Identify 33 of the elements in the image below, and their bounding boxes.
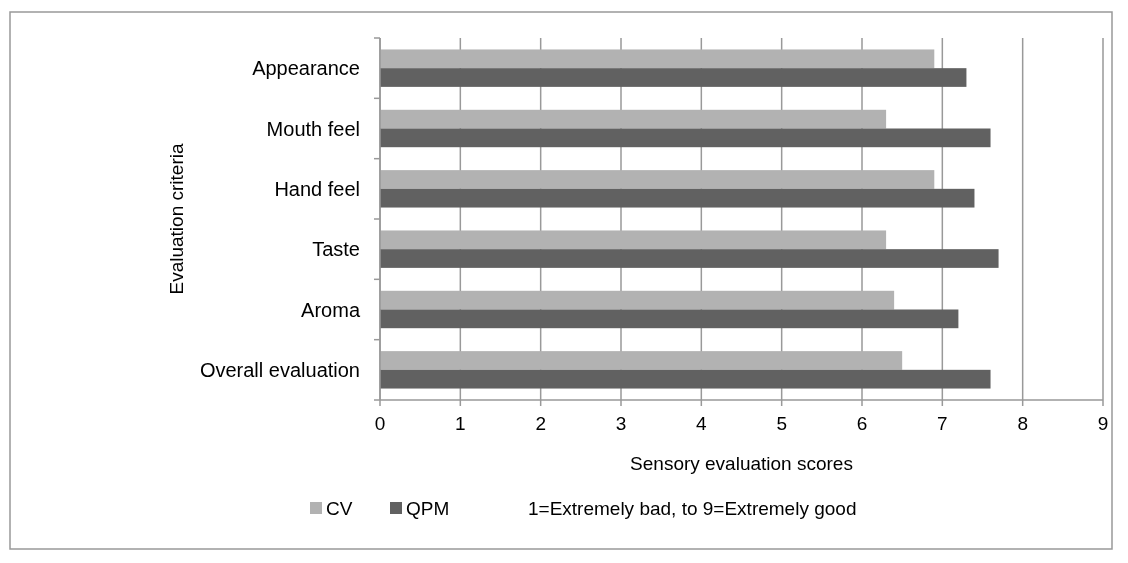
x-tick-label: 0: [374, 413, 386, 434]
x-tick-label: 6: [856, 413, 868, 434]
bar: [380, 49, 935, 69]
bar: [380, 290, 895, 310]
x-tick-label: 9: [1097, 413, 1109, 434]
bar: [380, 309, 959, 329]
y-tick-label: Aroma: [301, 298, 361, 321]
bar: [380, 230, 887, 250]
x-tick-label: 7: [937, 413, 948, 434]
bar: [380, 369, 991, 389]
text: 1=Extremely bad, to 9=Extremely good: [528, 498, 857, 519]
y-tick-label: Mouth feel: [266, 117, 360, 140]
x-tick-label: 4: [696, 413, 708, 434]
x-tick-label: 1: [455, 413, 466, 434]
legend-label: CV: [326, 498, 353, 519]
bar: [380, 249, 999, 268]
x-tick-label: 5: [776, 413, 787, 434]
x-tick-label: 3: [615, 413, 627, 434]
y-axis-title: Evaluation criteria: [166, 143, 187, 295]
y-tick-label: Taste: [312, 238, 360, 261]
y-tick-label: Overall evaluation: [199, 358, 360, 381]
x-tick-label: 2: [535, 413, 546, 434]
y-tick-label: Appearance: [252, 57, 360, 80]
bar: [380, 68, 967, 87]
legend-label: QPM: [406, 498, 450, 519]
bar: [380, 128, 991, 148]
x-tick-label: 8: [1017, 413, 1028, 434]
x-axis-title: Sensory evaluation scores: [630, 453, 853, 474]
bar: [380, 109, 887, 129]
y-tick-label: Hand feel: [274, 177, 360, 200]
bar: [380, 170, 935, 189]
bar: [380, 188, 975, 208]
bar: [380, 351, 903, 370]
